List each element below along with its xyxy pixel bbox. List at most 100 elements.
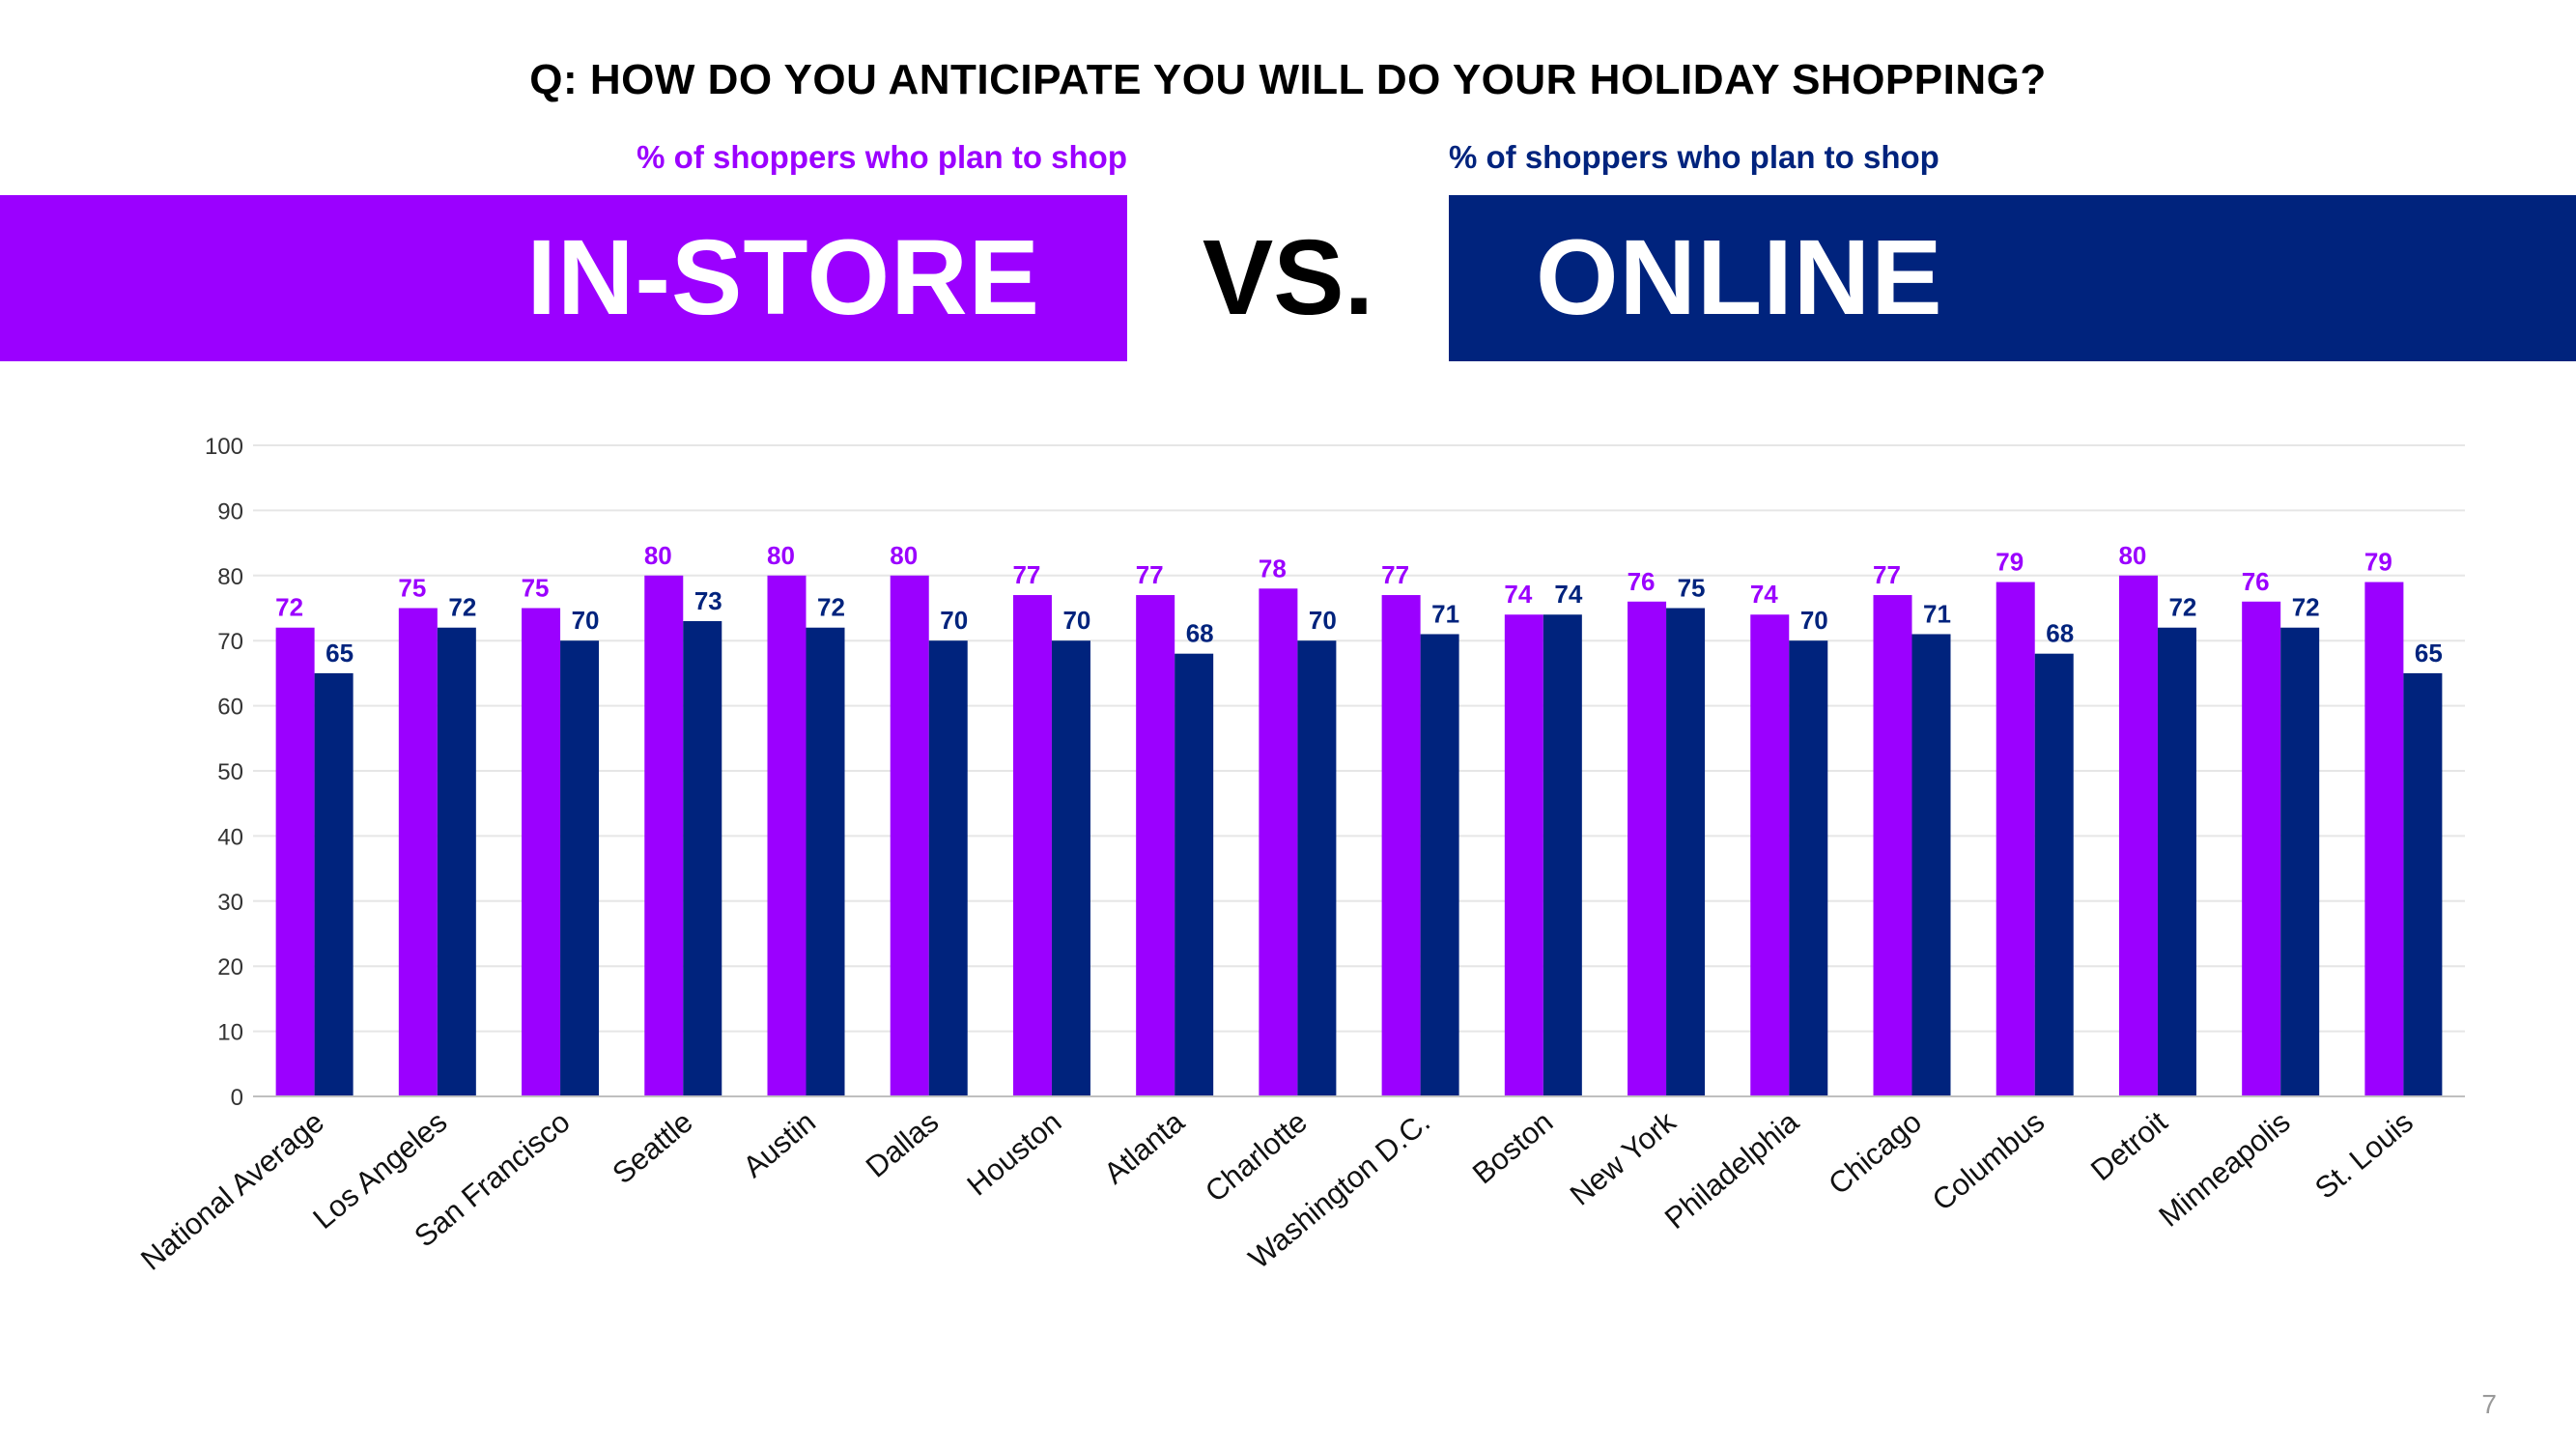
online-bar (1297, 640, 1337, 1096)
instore-data-label: 80 (644, 541, 672, 570)
x-category-label: Seattle (606, 1105, 698, 1191)
online-bar (2403, 672, 2443, 1096)
y-tick-label: 10 (217, 1020, 243, 1046)
instore-data-label: 76 (2242, 567, 2270, 596)
instore-bar (1381, 595, 1421, 1096)
instore-subtitle: % of shoppers who plan to shop (637, 139, 1127, 175)
online-data-label: 70 (940, 606, 968, 635)
online-bar (2280, 627, 2320, 1096)
instore-bar (644, 575, 684, 1096)
x-category-label: St. Louis (2308, 1105, 2420, 1206)
online-subtitle: % of shoppers who plan to shop (1449, 139, 1939, 175)
instore-bar (767, 575, 807, 1096)
instore-bar (1504, 614, 1543, 1096)
online-bar (1543, 614, 1582, 1096)
online-bar (1666, 608, 1706, 1096)
y-tick-label: 30 (217, 890, 243, 916)
online-bar (437, 627, 476, 1096)
online-data-label: 72 (2292, 593, 2320, 622)
instore-data-label: 77 (1873, 560, 1901, 589)
online-bar (2157, 627, 2196, 1096)
instore-bar (1873, 595, 1912, 1096)
instore-data-label: 77 (1381, 560, 1409, 589)
online-bar (928, 640, 968, 1096)
online-data-label: 65 (326, 639, 354, 668)
online-bar (1789, 640, 1828, 1096)
online-bar (1051, 640, 1090, 1096)
y-tick-label: 20 (217, 954, 243, 980)
instore-data-label: 76 (1628, 567, 1656, 596)
online-data-label: 71 (1923, 599, 1951, 628)
online-bar (1911, 634, 1951, 1096)
online-data-label: 71 (1431, 599, 1459, 628)
instore-data-label: 74 (1750, 580, 1778, 609)
instore-bar (1996, 582, 2035, 1096)
instore-data-label: 80 (890, 541, 918, 570)
instore-data-label: 74 (1504, 580, 1532, 609)
y-tick-label: 50 (217, 759, 243, 785)
x-category-label: Austin (736, 1105, 822, 1184)
x-category-label: National Average (134, 1105, 330, 1277)
instore-data-label: 72 (275, 593, 303, 622)
y-tick-label: 40 (217, 824, 243, 850)
online-bar (314, 672, 354, 1096)
online-data-label: 70 (1309, 606, 1337, 635)
instore-data-label: 75 (398, 574, 426, 603)
vs-label: VS. (1202, 218, 1374, 337)
y-tick-label: 80 (217, 564, 243, 590)
online-data-label: 70 (572, 606, 600, 635)
instore-bar (275, 627, 315, 1096)
online-label: ONLINE (1536, 218, 1943, 337)
x-category-label: Chicago (1822, 1105, 1928, 1202)
instore-data-label: 78 (1259, 554, 1287, 582)
online-bar (2034, 653, 2074, 1096)
online-bar (806, 627, 845, 1096)
instore-bar (890, 575, 929, 1096)
x-category-label: Dallas (860, 1105, 945, 1184)
online-data-label: 74 (1554, 580, 1582, 609)
online-data-label: 65 (2415, 639, 2443, 668)
online-data-label: 70 (1800, 606, 1828, 635)
online-bar (560, 640, 600, 1096)
x-category-label: Detroit (2084, 1104, 2174, 1187)
online-data-label: 70 (1062, 606, 1090, 635)
online-bar (1175, 653, 1214, 1096)
x-category-label: Philadelphia (1658, 1104, 1805, 1236)
online-bar (1420, 634, 1459, 1096)
instore-data-label: 77 (1012, 560, 1040, 589)
x-category-label: New York (1564, 1104, 1683, 1211)
x-category-label: Boston (1466, 1105, 1559, 1191)
x-category-label: Atlanta (1097, 1104, 1191, 1190)
x-category-label: Minneapolis (2152, 1105, 2296, 1234)
online-data-label: 75 (1678, 574, 1706, 603)
instore-data-label: 79 (2364, 548, 2392, 577)
x-category-label: Columbus (1926, 1105, 2051, 1218)
x-category-label: Houston (960, 1105, 1067, 1203)
instore-bar (398, 608, 438, 1096)
x-category-label: Charlotte (1199, 1105, 1314, 1209)
online-data-label: 68 (1186, 619, 1214, 648)
y-tick-label: 0 (231, 1085, 243, 1111)
y-tick-label: 70 (217, 629, 243, 655)
y-tick-label: 60 (217, 695, 243, 721)
online-data-label: 68 (2046, 619, 2074, 648)
instore-bar (1750, 614, 1790, 1096)
online-data-label: 72 (2168, 593, 2196, 622)
instore-bar (2242, 601, 2281, 1096)
y-tick-label: 100 (205, 434, 243, 460)
instore-data-label: 75 (522, 574, 550, 603)
y-tick-label: 90 (217, 498, 243, 525)
online-bar (683, 620, 722, 1096)
page-number: 7 (2481, 1389, 2497, 1419)
instore-data-label: 80 (767, 541, 795, 570)
online-banner: ONLINE (1449, 195, 2576, 361)
instore-bar (1259, 588, 1298, 1096)
question-title: Q: HOW DO YOU ANTICIPATE YOU WILL DO YOU… (529, 56, 2047, 103)
instore-bar (2364, 582, 2404, 1096)
online-data-label: 73 (694, 586, 722, 615)
instore-data-label: 80 (2118, 541, 2146, 570)
instore-bar (522, 608, 561, 1096)
instore-data-label: 77 (1136, 560, 1164, 589)
instore-label: IN-STORE (526, 218, 1040, 337)
